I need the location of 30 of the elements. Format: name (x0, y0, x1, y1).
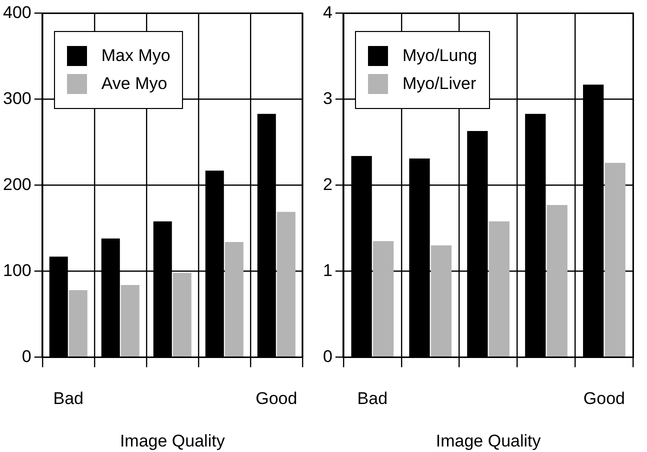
bar (546, 204, 568, 357)
bar (276, 212, 296, 357)
x-axis-title: Image Quality (120, 431, 226, 450)
bar (430, 245, 452, 357)
legend-label: Myo/Lung (402, 46, 478, 66)
x-tick-label: Bad (357, 389, 388, 408)
y-tick-label: 3 (322, 88, 332, 108)
x-axis-title: Image Quality (436, 431, 542, 450)
legend-label: Myo/Liver (402, 74, 476, 94)
legend-label: Max Myo (101, 46, 170, 66)
bar (172, 272, 192, 357)
bar (68, 290, 88, 357)
y-tick-label: 200 (2, 174, 32, 194)
y-tick-label: 100 (2, 260, 32, 280)
bar (224, 242, 244, 357)
y-tick-label: 400 (2, 2, 32, 22)
bar (488, 221, 510, 357)
bar (604, 162, 626, 357)
x-tick-label: Good (256, 389, 298, 408)
y-tick-label: 1 (322, 260, 332, 280)
y-tick-label: 4 (322, 2, 332, 22)
y-tick-label: 300 (2, 88, 32, 108)
x-tick-label: Bad (53, 389, 84, 408)
bar (120, 284, 140, 357)
y-tick-label: 0 (322, 346, 332, 366)
bar (372, 241, 394, 357)
y-tick-label: 2 (322, 174, 332, 194)
x-tick-label: Good (583, 389, 626, 408)
legend-label: Ave Myo (101, 74, 168, 94)
y-tick-label: 0 (22, 346, 32, 366)
